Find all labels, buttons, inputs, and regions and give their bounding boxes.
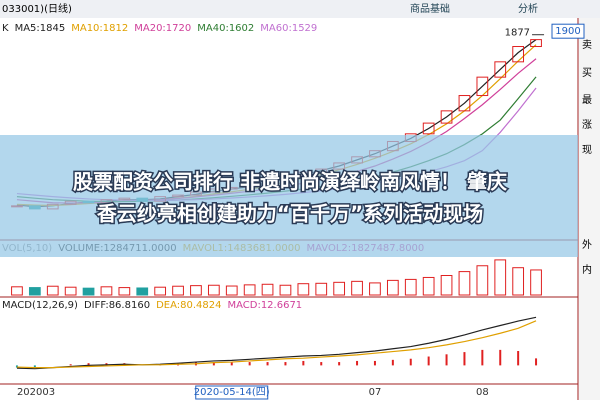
legend-entry: MA20:1720: [134, 23, 191, 34]
price-tag: [551, 23, 585, 39]
volume-bar: [136, 287, 149, 296]
header-bar: [0, 0, 600, 18]
cursor-date-box: [195, 385, 269, 400]
volume-bar: [315, 282, 328, 296]
sidebar-label: 内: [582, 263, 592, 276]
legend-entry: K: [2, 23, 9, 34]
volume-bar: [11, 286, 23, 296]
legend-entry: MA60:1529: [260, 23, 317, 34]
sidebar-label: 卖: [582, 39, 592, 51]
volume-bar: [225, 285, 238, 296]
volume-bar: [279, 284, 292, 296]
volume-bar: [333, 281, 346, 296]
volume-bar: [369, 282, 381, 296]
volume-bar: [100, 286, 113, 296]
legend-entry: MA5:1845: [15, 23, 66, 34]
x-tick-label: 202003: [17, 387, 55, 398]
volume-bar: [351, 280, 363, 296]
legend-entry: MA10:1812: [71, 23, 128, 34]
volume-bar: [28, 287, 41, 296]
volume-bar: [190, 285, 202, 296]
sidebar-label: 现: [582, 144, 592, 156]
volume-bar: [207, 284, 220, 296]
sidebar-label: 外: [582, 239, 592, 251]
line: [16, 316, 537, 370]
legend-entry: MA40:1602: [197, 23, 254, 34]
annotation: 1877: [505, 28, 530, 39]
banner-line: 香云纱亮相创建助力“百千万”系列活动现场: [97, 202, 483, 226]
volume-bar: [297, 283, 310, 296]
y-tick-label: 1900: [555, 26, 580, 37]
tab[interactable]: 分析: [518, 2, 538, 15]
volume-bar: [386, 279, 399, 296]
volume-bar: [46, 285, 59, 296]
volume-bar: [494, 259, 507, 296]
candle: [458, 95, 471, 112]
volume-bar: [172, 285, 184, 296]
volume-bar: [64, 286, 77, 296]
x-tick-label: 07: [369, 387, 382, 398]
volume-bar: [512, 267, 525, 296]
legend-entry: DIFF:86.8160: [84, 300, 150, 311]
volume-bar: [476, 265, 489, 296]
sidebar-label: 最: [582, 94, 592, 106]
sidebar-label: 涨: [582, 119, 592, 131]
candle: [512, 46, 525, 63]
banner-bg: [0, 135, 578, 257]
volume-bar: [118, 287, 131, 296]
legend-entry: DEA:80.4824: [156, 300, 221, 311]
legend-entry: MACD(12,26,9): [2, 300, 78, 311]
candle: [440, 110, 453, 124]
candle: [530, 39, 542, 48]
legend-entry: MACD:12.6671: [227, 300, 302, 311]
volume-bar: [530, 269, 542, 296]
banner-line: 股票配资公司排行 非遗时尚演绎岭南风情！ 肇庆: [73, 170, 507, 194]
tab[interactable]: 商品基础: [410, 2, 450, 15]
candle: [422, 122, 435, 135]
volume-bar: [404, 278, 417, 296]
sidebar-label: 买: [582, 67, 592, 79]
candle: [494, 61, 507, 78]
volume-bar: [243, 284, 256, 296]
candle: [476, 76, 489, 97]
sidebar: [579, 18, 600, 400]
stock-code: 033001)(日线): [2, 2, 72, 15]
x-tick-label: 2020-05-14(四): [194, 387, 270, 398]
x-tick-label: 08: [476, 387, 489, 398]
volume-bar: [261, 283, 274, 296]
volume-bar: [458, 271, 471, 296]
volume-bar: [82, 287, 95, 296]
line: [16, 320, 537, 369]
volume-bar: [422, 276, 435, 296]
volume-bar: [154, 286, 167, 296]
volume-bar: [440, 275, 453, 296]
